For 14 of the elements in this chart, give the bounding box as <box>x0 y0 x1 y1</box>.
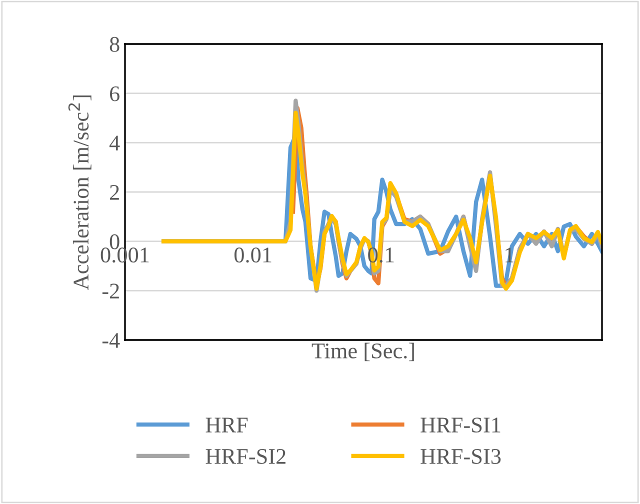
legend-label: HRF-SI3 <box>420 448 501 464</box>
y-tick-label: -2 <box>102 284 119 298</box>
y-tick-label: 2 <box>110 184 119 200</box>
x-tick-label: 0.01 <box>234 248 272 263</box>
legend-label: HRF-SI2 <box>206 448 286 464</box>
y-tick-label: 6 <box>110 86 120 102</box>
legend-label: HRF-SI1 <box>420 418 500 433</box>
legend-label: HRF <box>206 418 248 432</box>
y-tick-label: -4 <box>102 333 120 348</box>
y-tick-label: 0 <box>110 234 120 250</box>
y-axis-title: Acceleration [m/sec$^{2}$] <box>68 95 92 290</box>
x-axis-title: Time [Sec.] <box>312 342 414 362</box>
y-tick-label: 4 <box>109 136 120 150</box>
y-tick-label: 8 <box>110 36 120 52</box>
